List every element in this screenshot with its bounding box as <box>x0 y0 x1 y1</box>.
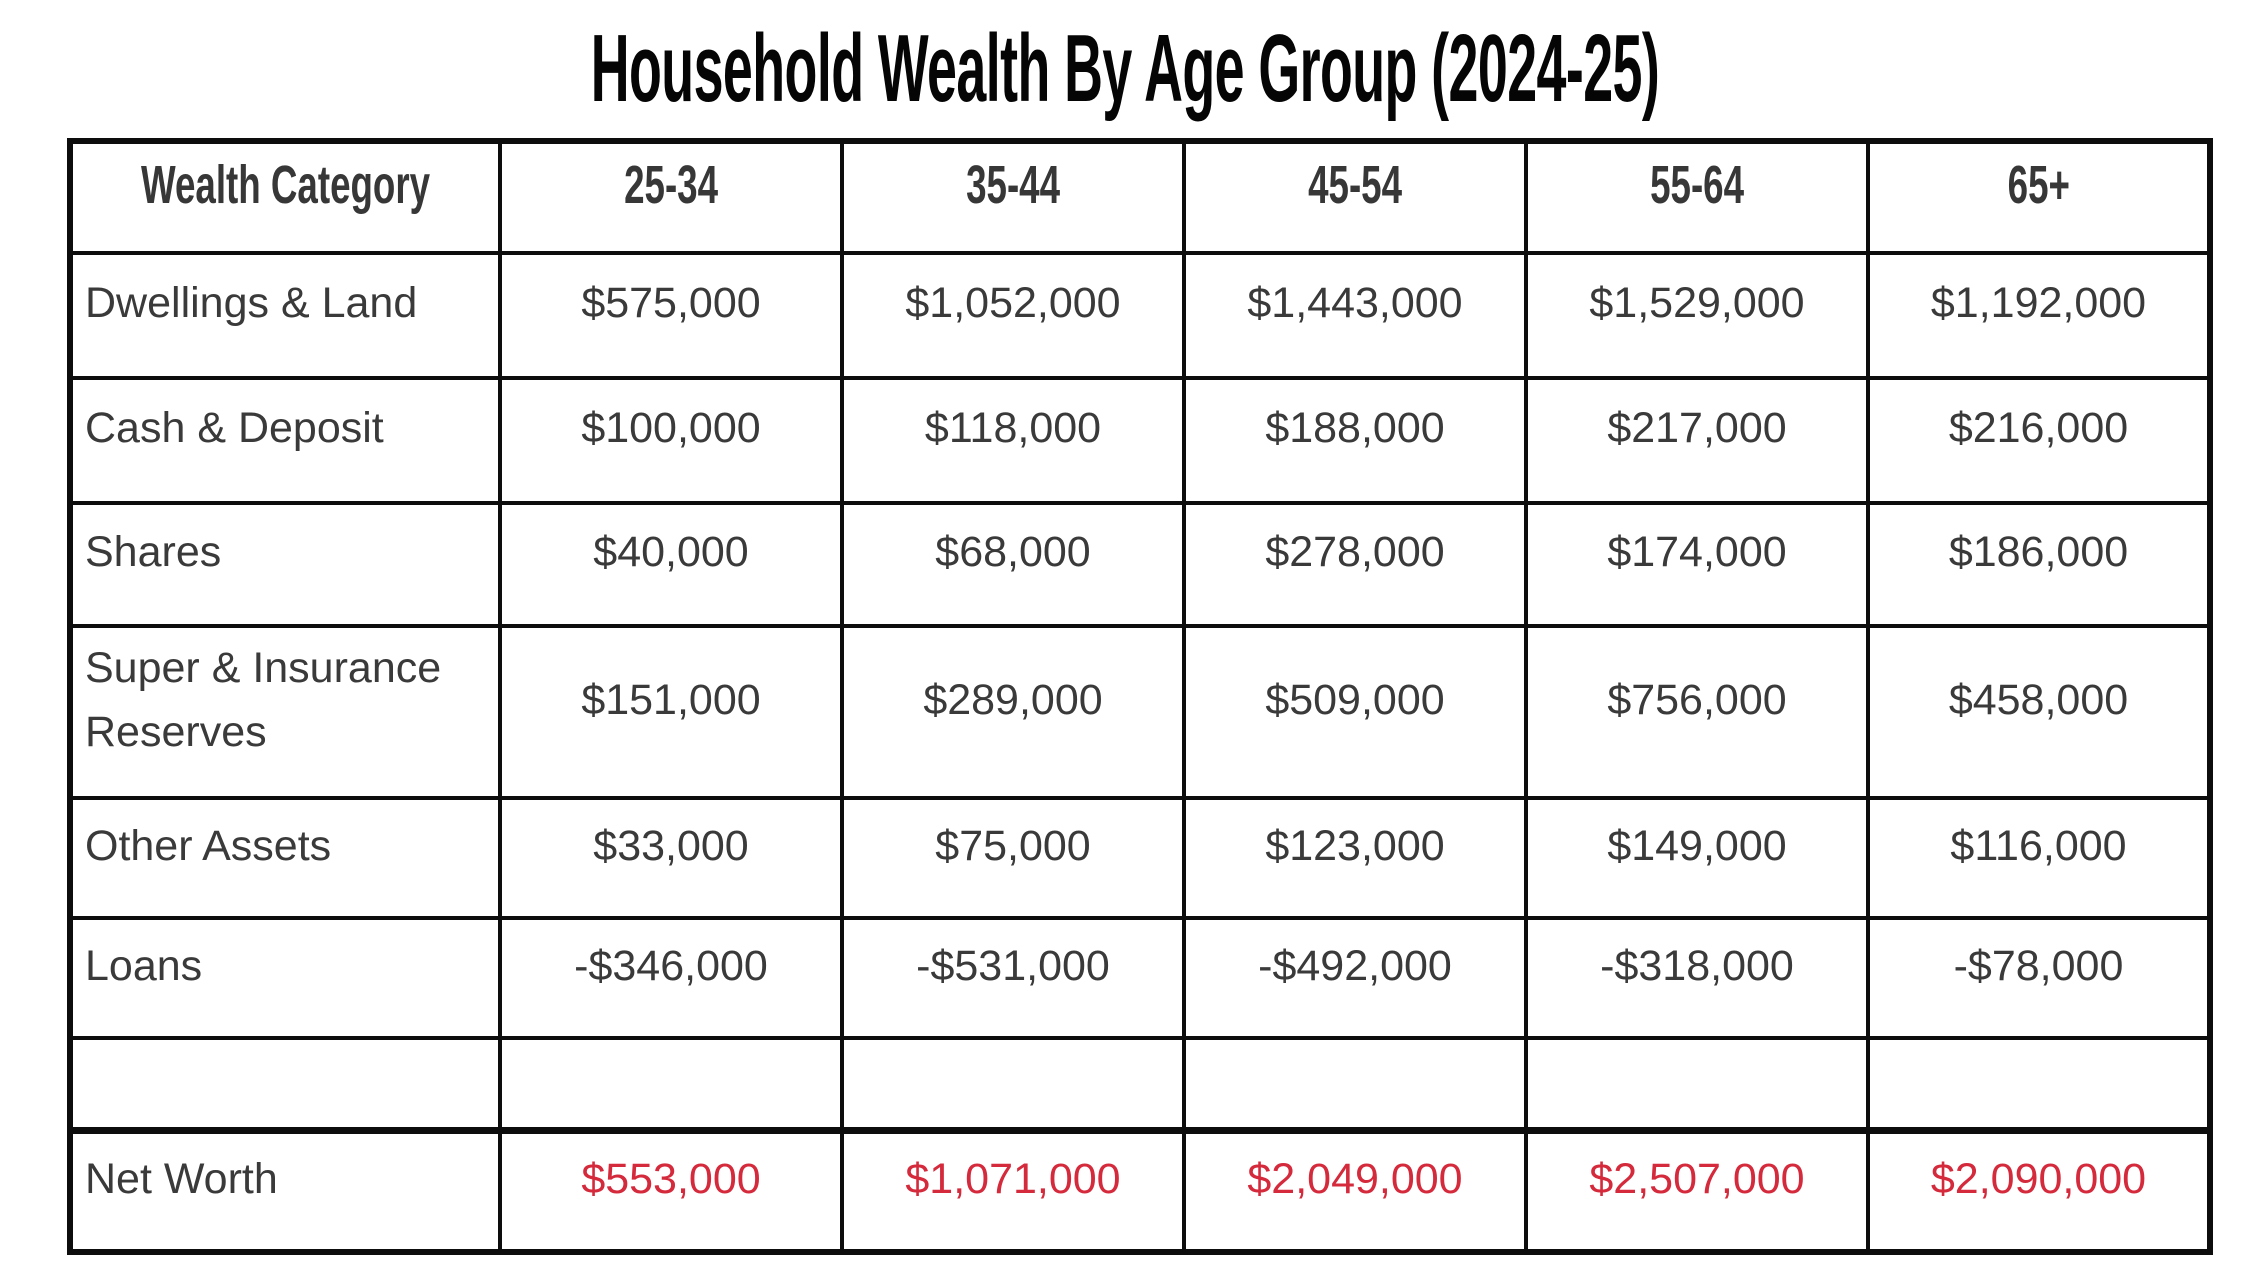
value-cell: $756,000 <box>1524 624 1870 800</box>
value-cell: $278,000 <box>1182 501 1528 628</box>
value-cell: $1,052,000 <box>840 251 1186 380</box>
value-cell: $188,000 <box>1182 376 1528 505</box>
empty-cell <box>498 1036 844 1134</box>
value-cell: $68,000 <box>840 501 1186 628</box>
value-cell: $75,000 <box>840 796 1186 920</box>
value-cell: $1,443,000 <box>1182 251 1528 380</box>
value-cell: -$492,000 <box>1182 916 1528 1040</box>
value-cell: $216,000 <box>1866 376 2212 505</box>
table-row-other-assets: Other Assets $33,000 $75,000 $123,000 $1… <box>68 796 2212 920</box>
table-row-shares: Shares $40,000 $68,000 $278,000 $174,000… <box>68 501 2212 628</box>
empty-cell <box>1524 1036 1870 1134</box>
row-label-cell: Shares <box>68 501 502 628</box>
net-worth-value-cell: $1,071,000 <box>840 1128 1186 1254</box>
row-label-cell: Cash & Deposit <box>68 376 502 505</box>
value-cell: -$346,000 <box>498 916 844 1040</box>
empty-cell <box>68 1036 502 1134</box>
column-header-65plus: 65+ <box>1866 139 2212 255</box>
column-header-45-54: 45-54 <box>1182 139 1528 255</box>
value-cell: $116,000 <box>1866 796 2212 920</box>
title-bar: Household Wealth By Age Group (2024-25) <box>0 0 2250 138</box>
value-cell: $174,000 <box>1524 501 1870 628</box>
value-cell: $575,000 <box>498 251 844 380</box>
row-label-cell: Dwellings & Land <box>68 251 502 380</box>
column-header-category: Wealth Category <box>68 139 502 255</box>
row-label-cell: Net Worth <box>68 1128 502 1254</box>
value-cell: $118,000 <box>840 376 1186 505</box>
value-cell: $149,000 <box>1524 796 1870 920</box>
value-cell: $123,000 <box>1182 796 1528 920</box>
value-cell: $1,192,000 <box>1866 251 2212 380</box>
value-cell: $1,529,000 <box>1524 251 1870 380</box>
table-row-dwellings-land: Dwellings & Land $575,000 $1,052,000 $1,… <box>68 251 2212 380</box>
column-header-55-64: 55-64 <box>1524 139 1870 255</box>
empty-spacer-row <box>68 1036 2212 1134</box>
empty-cell <box>840 1036 1186 1134</box>
column-header-25-34: 25-34 <box>498 139 844 255</box>
row-label-cell: Super & Insurance Reserves <box>68 624 502 800</box>
value-cell: $151,000 <box>498 624 844 800</box>
net-worth-value-cell: $2,049,000 <box>1182 1128 1528 1254</box>
value-cell: -$318,000 <box>1524 916 1870 1040</box>
table-row-cash-deposit: Cash & Deposit $100,000 $118,000 $188,00… <box>68 376 2212 505</box>
net-worth-value-cell: $2,507,000 <box>1524 1128 1870 1254</box>
net-worth-value-cell: $553,000 <box>498 1128 844 1254</box>
row-label-cell: Other Assets <box>68 796 502 920</box>
value-cell: $458,000 <box>1866 624 2212 800</box>
table-row-net-worth: Net Worth $553,000 $1,071,000 $2,049,000… <box>68 1128 2212 1254</box>
header-row: Wealth Category 25-34 35-44 45-54 55-64 … <box>68 139 2212 255</box>
table-row-super-insurance: Super & Insurance Reserves $151,000 $289… <box>68 624 2212 800</box>
empty-cell <box>1182 1036 1528 1134</box>
wealth-table: Wealth Category 25-34 35-44 45-54 55-64 … <box>67 138 2213 1255</box>
column-header-35-44: 35-44 <box>840 139 1186 255</box>
value-cell: $509,000 <box>1182 624 1528 800</box>
value-cell: $217,000 <box>1524 376 1870 505</box>
row-label-cell: Loans <box>68 916 502 1040</box>
net-worth-value-cell: $2,090,000 <box>1866 1128 2212 1254</box>
value-cell: $186,000 <box>1866 501 2212 628</box>
value-cell: $33,000 <box>498 796 844 920</box>
value-cell: $100,000 <box>498 376 844 505</box>
value-cell: -$531,000 <box>840 916 1186 1040</box>
empty-cell <box>1866 1036 2212 1134</box>
value-cell: $289,000 <box>840 624 1186 800</box>
table-row-loans: Loans -$346,000 -$531,000 -$492,000 -$31… <box>68 916 2212 1040</box>
value-cell: $40,000 <box>498 501 844 628</box>
page-title: Household Wealth By Age Group (2024-25) <box>590 15 1660 122</box>
value-cell: -$78,000 <box>1866 916 2212 1040</box>
